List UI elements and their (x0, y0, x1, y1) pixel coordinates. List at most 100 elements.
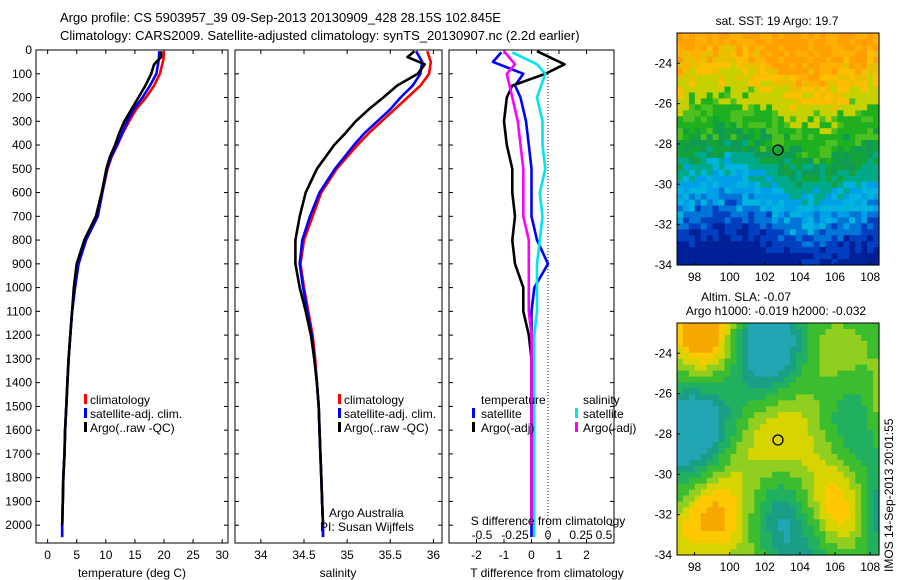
heatmap-cell (873, 33, 880, 40)
heatmap-cell (831, 489, 839, 497)
heatmap-cell (867, 507, 874, 514)
heatmap-cell (730, 430, 738, 437)
heatmap-cell (819, 376, 827, 384)
heatmap-cell (778, 531, 785, 538)
heatmap-cell (677, 430, 684, 437)
heatmap-cell (748, 116, 755, 123)
heatmap-cell (795, 430, 803, 437)
heatmap-cell (718, 495, 726, 503)
heatmap-cell (843, 98, 850, 105)
heatmap-cell (706, 406, 714, 413)
map-y-tick-label: -34 (655, 258, 673, 272)
heatmap-cell (789, 364, 797, 372)
heatmap-cell (760, 68, 767, 76)
heatmap-cell (778, 199, 785, 207)
heatmap-cell (861, 253, 868, 260)
heatmap-cell (700, 151, 708, 159)
heatmap-cell (778, 477, 785, 485)
heatmap-cell (748, 241, 755, 248)
heatmap-cell (706, 68, 714, 76)
heatmap-cell (730, 477, 738, 485)
heatmap-cell (807, 352, 815, 360)
heatmap-cell (873, 388, 880, 395)
heatmap-cell (700, 471, 708, 479)
heatmap-cell (795, 92, 803, 100)
heatmap-cell (736, 211, 743, 219)
heatmap-cell (718, 436, 726, 443)
heatmap-cell (855, 406, 862, 413)
heatmap-cell (825, 382, 833, 390)
heatmap-cell (754, 495, 761, 503)
heatmap-cell (730, 235, 738, 242)
heatmap-cell (748, 98, 755, 105)
heatmap-cell (772, 430, 779, 437)
heatmap-cell (706, 400, 714, 407)
heatmap-cell (736, 116, 743, 123)
heatmap-cell (795, 489, 803, 497)
heatmap-cell (772, 465, 779, 473)
heatmap-cell (694, 259, 702, 266)
heatmap-cell (712, 418, 720, 425)
heatmap-cell (837, 134, 844, 141)
heatmap-cell (843, 346, 850, 354)
heatmap-cell (766, 193, 773, 201)
heatmap-cell (783, 86, 791, 94)
heatmap-cell (849, 44, 856, 52)
heatmap-cell (772, 229, 779, 236)
heatmap-cell (748, 394, 755, 401)
heatmap-cell (766, 513, 773, 520)
heatmap-cell (813, 436, 821, 443)
heatmap-cell (718, 80, 726, 88)
heatmap-cell (712, 175, 720, 183)
heatmap-cell (873, 424, 880, 431)
heatmap-cell (855, 151, 862, 159)
heatmap-cell (748, 86, 755, 94)
heatmap-cell (754, 388, 761, 395)
heatmap-cell (867, 382, 874, 390)
heatmap-cell (843, 513, 850, 520)
heatmap-cell (682, 441, 690, 449)
heatmap-cell (712, 128, 720, 135)
heatmap-cell (778, 388, 785, 395)
heatmap-cell (754, 247, 761, 254)
series-line-argo-raw-qc- (294, 50, 427, 526)
heatmap-cell (873, 122, 880, 129)
legend-title-temperature: temperature (481, 393, 546, 407)
heatmap-cell (795, 193, 803, 201)
heatmap-cell (867, 495, 874, 503)
heatmap-cell (789, 44, 797, 52)
heatmap-cell (783, 259, 791, 266)
heatmap-cell (736, 501, 743, 509)
heatmap-cell (837, 358, 844, 366)
heatmap-cell (778, 436, 785, 443)
heatmap-cell (831, 370, 839, 378)
heatmap-cell (772, 501, 779, 509)
heatmap-cell (807, 418, 815, 425)
heatmap-cell (867, 229, 874, 236)
heatmap-cell (760, 80, 767, 88)
heatmap-cell (766, 187, 773, 195)
heatmap-cell (766, 169, 773, 177)
heatmap-cell (825, 489, 833, 497)
heatmap-cell (855, 56, 862, 64)
heatmap-cell (825, 134, 833, 141)
heatmap-cell (819, 110, 827, 117)
heatmap-cell (754, 140, 761, 147)
heatmap-cell (783, 525, 791, 532)
heatmap-cell (807, 495, 815, 503)
heatmap-cell (700, 334, 708, 342)
heatmap-cell (730, 122, 738, 129)
heatmap-cell (807, 68, 815, 76)
heatmap-cell (694, 519, 702, 526)
heatmap-cell (754, 531, 761, 538)
heatmap-cell (766, 465, 773, 473)
heatmap-cell (843, 531, 850, 538)
heatmap-cell (688, 223, 696, 230)
heatmap-cell (813, 157, 821, 165)
heatmap-cell (736, 128, 743, 135)
heatmap-cell (783, 98, 791, 105)
depth-tick-label: 1800 (5, 471, 32, 485)
heatmap-cell (801, 352, 809, 360)
heatmap-cell (825, 549, 833, 556)
heatmap-cell (736, 229, 743, 236)
